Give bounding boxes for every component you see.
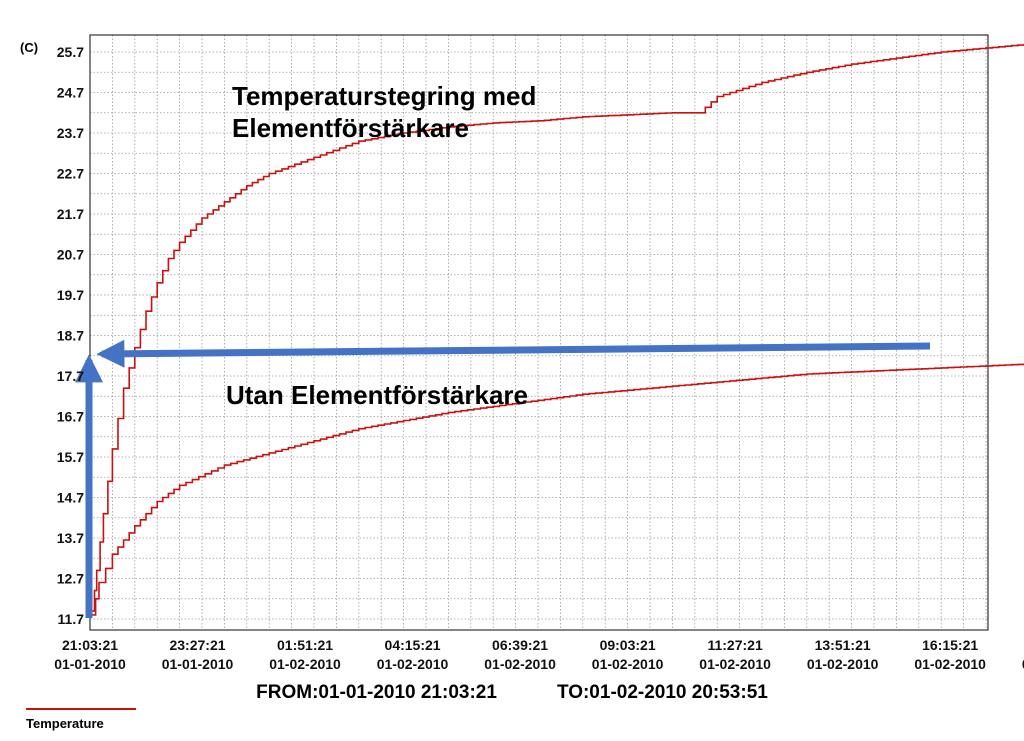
y-tick-label: 23.7 [57,125,84,141]
x-tick-date: 01-02-2010 [592,656,664,672]
series-line-1 [92,43,1024,612]
y-tick-label: 25.7 [57,44,84,60]
y-tick-label: 12.7 [57,571,84,587]
series-layer [92,43,1024,616]
chart-grid [89,35,988,630]
y-tick-label: 18.7 [57,328,84,344]
y-tick-label: 13.7 [57,530,84,546]
legend-line [26,708,136,710]
to-label: TO:01-02-2010 20:53:51 [556,682,768,703]
x-tick-time: 11:27:21 [707,637,762,653]
arrow-horizontal [96,339,931,368]
series-line-2 [92,363,1024,616]
x-tick-time: 06:39:21 [492,637,548,653]
x-tick-time: 01:51:21 [277,637,333,653]
x-tick-time: 21:03:21 [62,637,118,653]
x-tick-date: 01-02-2010 [484,656,556,672]
x-tick-date: 01-02-2010 [377,656,449,672]
y-tick-label: 22.7 [57,166,84,182]
x-axis-ticks: 21:03:21 01-01-2010 23:27:21 01-01-2010 01:5… [54,637,1024,672]
legend-label: Temperature [26,716,104,731]
arrow-layer [75,339,931,618]
annotation-lower: Utan Elementförstärkare [226,380,528,410]
y-tick-label: 11.7 [58,611,85,627]
y-axis-unit: (C) [20,40,38,55]
y-axis-ticks: 25.7 24.7 23.7 22.7 21.7 20.7 19.7 18.7 17.7 16.7… [57,44,84,627]
x-tick-date: 01-02-2010 [807,656,879,672]
y-tick-label: 20.7 [57,247,84,263]
legend: Temperature [26,708,136,731]
y-tick-label: 14.7 [57,490,84,506]
y-tick-label: 24.7 [57,85,84,101]
annotation-upper-line1: Temperaturstegring med [232,81,536,111]
x-tick-date: 01-02-2010 [699,656,771,672]
x-tick-date: 01-01-2010 [162,656,234,672]
from-label: FROM:01-01-2010 21:03:21 [256,682,497,703]
y-tick-label: 17.7 [57,368,84,384]
x-tick-time: 04:15:21 [385,637,441,653]
annotation-upper-line2: Elementförstärkare [232,113,469,143]
y-tick-label: 16.7 [57,409,84,425]
x-tick-date: 01-02-2010 [269,656,341,672]
x-tick-date: 01-02-2010 [1022,656,1024,672]
x-tick-date: 01-01-2010 [54,656,126,672]
y-tick-label: 15.7 [57,449,84,465]
x-tick-time: 13:51:21 [815,637,871,653]
y-tick-label: 19.7 [57,287,84,303]
x-tick-time: 09:03:21 [600,637,656,653]
date-range: FROM:01-01-2010 21:03:21 TO:01-02-2010 20… [0,682,1024,704]
y-tick-label: 21.7 [57,206,84,222]
x-tick-time: 23:27:21 [169,637,225,653]
x-tick-date: 01-02-2010 [914,656,986,672]
plot-frame [89,34,989,631]
x-tick-time: 16:15:21 [922,637,978,653]
